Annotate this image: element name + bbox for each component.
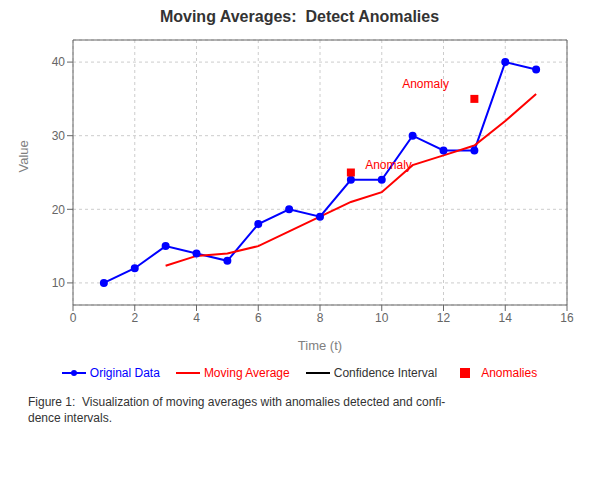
html-text:Confidence Interval: Confidence Interval — [333, 366, 438, 380]
html-text:dence intervals.: dence intervals. — [28, 411, 112, 425]
html-text:Moving Averages: Detect Anomal: Moving Averages: Detect Anomalies — [159, 8, 440, 25]
svg-text:14: 14 — [499, 311, 513, 325]
svg-text:Anomaly: Anomaly — [402, 77, 449, 91]
html-text:Anomalies: Anomalies — [481, 366, 538, 380]
svg-text:6: 6 — [255, 311, 262, 325]
svg-text:20: 20 — [52, 203, 66, 217]
svg-text:Value: Value — [16, 140, 31, 172]
svg-text:Anomaly: Anomaly — [365, 158, 412, 172]
svg-text:12: 12 — [437, 311, 451, 325]
svg-text:2: 2 — [131, 311, 138, 325]
svg-text:4: 4 — [193, 311, 200, 325]
html-text:Moving Average: Moving Average — [203, 366, 290, 380]
svg-text:30: 30 — [52, 129, 66, 143]
html-text:Figure 1: Visualization of mov: Figure 1: Visualization of moving averag… — [28, 395, 446, 409]
svg-text:8: 8 — [317, 311, 324, 325]
svg-text:10: 10 — [52, 276, 66, 290]
html-text:Original Data: Original Data — [89, 366, 160, 380]
svg-text:0: 0 — [70, 311, 77, 325]
svg-text:Time (t): Time (t) — [298, 338, 342, 353]
svg-text:40: 40 — [52, 55, 66, 69]
svg-text:10: 10 — [375, 311, 389, 325]
svg-text:16: 16 — [560, 311, 574, 325]
